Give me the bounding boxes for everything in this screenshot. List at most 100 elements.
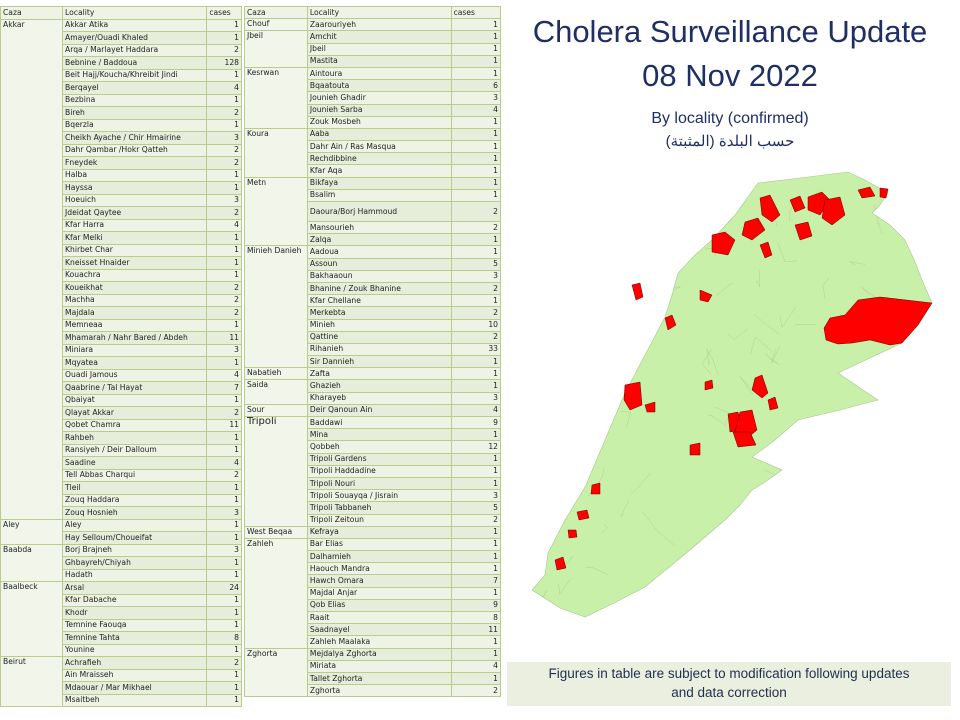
district-boundary — [570, 318, 590, 341]
locality-cell: Akkar Atika — [62, 18, 208, 32]
cases-cell: 3 — [206, 506, 242, 520]
table-row: Kfar Aqa 1 — [245, 164, 502, 178]
caza-cell: Nabatieh — [244, 367, 308, 381]
table-row: Jbeil Amchit 1 — [244, 30, 502, 68]
table-row: Tripoli Baddawi 9 — [244, 415, 502, 527]
cases-cell: 2 — [206, 156, 242, 170]
table-row: Qbaiyat 1 — [1, 393, 242, 407]
affected-locality — [741, 217, 766, 241]
table-row: Merkebta 2 — [245, 306, 502, 320]
district-boundary — [786, 452, 813, 469]
cases-cell: 9 — [450, 598, 502, 613]
district-boundary — [620, 500, 629, 518]
table-row: Saadnayel 11 — [245, 623, 502, 637]
district-boundary — [714, 592, 730, 601]
locality-cell: Ransiyeh / Deir Dalloum — [62, 443, 208, 457]
locality-cell: Dahr Ain / Ras Masqua — [306, 140, 452, 154]
locality-cell: Rihanieh — [306, 342, 452, 357]
header-cases: cases — [206, 6, 242, 20]
locality-cell: Tripoli Tabbaneh — [306, 501, 452, 515]
locality-cell: Bebnine / Baddoua — [62, 56, 208, 70]
header-locality: Locality — [62, 6, 208, 20]
locality-cell: Berqayel — [62, 81, 208, 95]
locality-cell: Raait — [306, 610, 452, 625]
caza-cell: Minieh Danieh — [244, 245, 308, 369]
district-boundary — [861, 287, 881, 302]
affected-locality — [823, 296, 933, 346]
locality-cell: Tripoli Souayqa / Jisrain — [306, 489, 452, 503]
cases-cell: 3 — [206, 543, 242, 557]
table-row: Zouq Hosnieh 3 — [1, 506, 242, 520]
cases-cell: 3 — [206, 193, 242, 207]
district-boundary — [896, 543, 909, 566]
cases-cell: 2 — [450, 306, 502, 320]
locality-cell: Aintoura — [306, 66, 452, 81]
locality-cell: Dalhamieh — [306, 550, 452, 564]
district-boundary — [756, 270, 761, 287]
locality-cell: Khirbet Char — [62, 243, 208, 257]
locality-cell: Qob Elias — [306, 598, 452, 613]
cases-cell: 2 — [206, 306, 242, 320]
district-boundary — [631, 472, 651, 494]
locality-cell: Zouk Mosbeh — [306, 115, 452, 129]
locality-cell: Jounieh Sarba — [306, 103, 452, 117]
caza-cell: Beirut — [0, 656, 64, 707]
cases-cell: 1 — [206, 568, 242, 582]
district-boundary — [558, 344, 565, 365]
cases-cell: 1 — [450, 367, 502, 381]
table-row: Bireh 2 — [1, 106, 242, 120]
locality-cell: Tallet Zghorta — [306, 671, 452, 686]
table-row: Zalqa 1 — [245, 233, 502, 247]
district-boundary — [567, 248, 573, 259]
cases-cell: 1 — [206, 256, 242, 270]
locality-cell: Bqerzla — [62, 118, 208, 132]
table-row: Mdaouar / Mar Mikhael 1 — [1, 681, 242, 695]
locality-cell: Zouq Hosnieh — [62, 506, 208, 520]
district-boundary — [825, 516, 841, 526]
locality-cell: Kfar Melki — [62, 231, 208, 245]
cases-cell: 1 — [450, 635, 502, 649]
locality-cell: Kfar Harra — [62, 218, 208, 232]
affected-locality — [664, 314, 677, 331]
locality-cell: Qobbeh — [306, 440, 452, 454]
cases-cell: 1 — [206, 356, 242, 370]
locality-cell: Beit Hajj/Koucha/Khreibit Jindi — [62, 68, 208, 82]
table-row: Temnine Faouqa 1 — [1, 618, 242, 632]
table-row: Tell Abbas Charqui 2 — [1, 468, 242, 482]
locality-cell: Bezbina — [62, 93, 208, 107]
district-boundary — [585, 363, 605, 377]
table-row: Bqaatouta 6 — [245, 79, 502, 93]
cases-cell: 1 — [450, 30, 502, 44]
table-row: Raait 8 — [245, 610, 502, 625]
cases-cell: 1 — [206, 606, 242, 620]
district-boundary — [603, 191, 632, 222]
district-boundary — [906, 509, 925, 526]
locality-cell: Machha — [62, 293, 208, 307]
cases-cell: 2 — [206, 281, 242, 295]
cases-cell: 1 — [206, 168, 242, 182]
district-boundary — [766, 549, 792, 569]
district-boundary — [695, 542, 715, 554]
affected-locality — [857, 186, 876, 199]
locality-cell: Haouch Mandra — [306, 562, 452, 576]
cases-cell: 3 — [206, 131, 242, 145]
locality-cell: Ghazieh — [306, 379, 452, 393]
district-boundary — [893, 183, 907, 203]
cases-cell: 5 — [450, 501, 502, 515]
caza-cell: Zghorta — [244, 647, 308, 698]
cases-cell: 4 — [450, 403, 502, 418]
locality-cell: Saadnayel — [306, 623, 452, 637]
cases-cell: 1 — [206, 668, 242, 682]
caza-cell: Tripoli — [244, 416, 308, 527]
table-row: Nabatieh Zafta 1 — [244, 367, 502, 381]
district-boundary — [570, 197, 587, 213]
cases-cell: 10 — [450, 318, 502, 332]
cases-cell: 1 — [450, 140, 502, 154]
locality-cell: Borj Brajneh — [62, 543, 208, 557]
cases-cell: 1 — [450, 18, 502, 32]
affected-locality — [751, 374, 769, 399]
table-row: Kesrwan Aintoura 1 — [244, 66, 502, 129]
affected-locality — [759, 194, 781, 223]
affected-locality — [767, 396, 779, 411]
locality-cell: Bqaatouta — [306, 79, 452, 93]
